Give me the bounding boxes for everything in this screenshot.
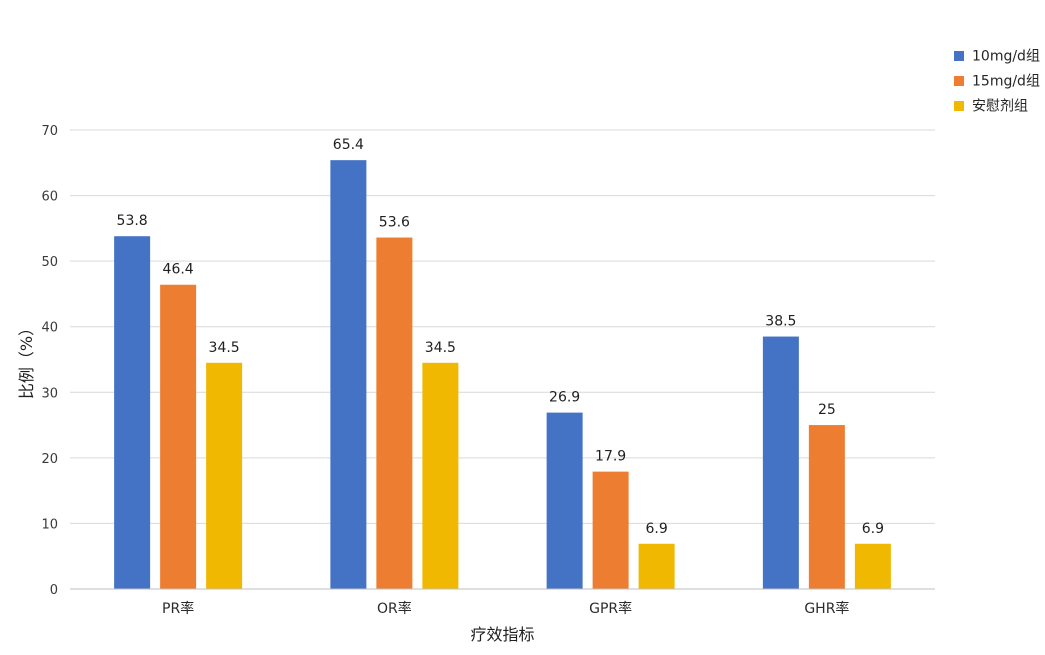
- legend-label: 10mg/d组: [972, 49, 1040, 65]
- legend-swatch: [954, 51, 964, 61]
- x-tick-label: GPR率: [589, 600, 632, 617]
- bar: [592, 471, 629, 589]
- y-axis-ticks: 0 10 20 30 40 50 60 70: [41, 124, 58, 598]
- bars: [114, 160, 891, 590]
- y-tick-label: 50: [41, 255, 58, 270]
- legend-label: 安慰剂组: [972, 98, 1028, 115]
- data-label: 53.8: [117, 213, 148, 229]
- data-label: 34.5: [209, 340, 240, 356]
- data-label: 26.9: [549, 390, 580, 406]
- y-tick-label: 20: [41, 452, 58, 467]
- y-axis-title: 比例（%）: [17, 320, 36, 399]
- data-label: 46.4: [163, 262, 194, 278]
- data-labels: 53.8 46.4 34.5 65.4 53.6 34.5 26.9 17.9 6.9 38.5 2…: [117, 137, 884, 537]
- data-label: 6.9: [862, 521, 884, 537]
- y-tick-label: 60: [41, 190, 58, 205]
- data-label: 6.9: [645, 521, 667, 537]
- legend-swatch: [954, 76, 964, 86]
- data-label: 65.4: [333, 137, 364, 153]
- y-tick-label: 0: [50, 583, 58, 598]
- y-tick-label: 10: [41, 517, 58, 532]
- legend-item: 安慰剂组: [954, 98, 1028, 115]
- data-label: 25: [818, 402, 836, 418]
- bar: [160, 284, 197, 589]
- bar: [808, 425, 845, 589]
- bar: [206, 362, 243, 589]
- x-axis-title: 疗效指标: [470, 625, 534, 644]
- bar: [762, 336, 799, 589]
- bar: [422, 362, 459, 589]
- y-tick-label: 40: [41, 321, 58, 336]
- y-tick-label: 30: [41, 386, 58, 401]
- x-tick-label: OR率: [377, 600, 412, 617]
- data-label: 34.5: [425, 340, 456, 356]
- legend-label: 15mg/d组: [972, 74, 1040, 90]
- gridlines: [70, 129, 935, 524]
- data-label: 17.9: [595, 449, 626, 465]
- legend-item: 15mg/d组: [954, 74, 1040, 90]
- x-tick-label: PR率: [162, 600, 194, 617]
- legend-item: 10mg/d组: [954, 49, 1040, 65]
- bar: [330, 160, 367, 590]
- bar: [638, 543, 675, 589]
- data-label: 38.5: [765, 314, 796, 330]
- bar: [854, 543, 891, 589]
- bar: [546, 412, 583, 589]
- bar: [376, 237, 413, 589]
- legend-swatch: [954, 101, 964, 111]
- data-label: 53.6: [379, 215, 410, 231]
- bar: [114, 236, 151, 589]
- x-tick-label: GHR率: [804, 600, 849, 617]
- y-tick-label: 70: [41, 124, 58, 139]
- x-axis-ticks: PR率 OR率 GPR率 GHR率: [162, 600, 849, 617]
